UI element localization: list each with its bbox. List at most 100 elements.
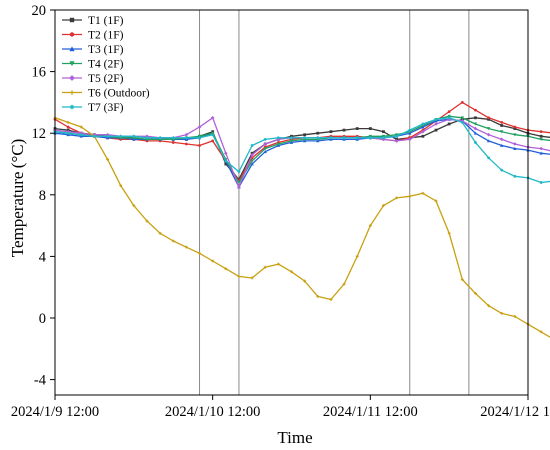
data-point [184, 245, 188, 249]
data-point [382, 130, 385, 134]
series-1 [53, 116, 550, 181]
data-point [263, 265, 267, 269]
data-point [106, 157, 109, 161]
legend-item: T1 (1F) [62, 15, 124, 27]
data-point [66, 125, 70, 129]
data-point [276, 142, 281, 146]
data-point [197, 125, 202, 129]
data-point [487, 116, 490, 120]
data-point [276, 136, 280, 140]
data-point [513, 174, 517, 178]
legend-item: T7 (3F) [62, 102, 124, 114]
legend-item: T4 (2F) [62, 59, 124, 71]
y-tick-label: -4 [34, 373, 47, 389]
series-lines [53, 101, 550, 338]
data-point [211, 133, 215, 137]
data-point [500, 130, 504, 134]
data-point [474, 141, 477, 144]
plot-area [53, 9, 550, 396]
legend-label: T3 (1F) [88, 44, 124, 56]
data-point [487, 117, 490, 121]
data-point [224, 162, 228, 166]
data-point [487, 156, 490, 160]
legend-item: T2 (1F) [62, 30, 124, 42]
data-point [513, 315, 517, 318]
data-point [460, 116, 464, 120]
data-point [513, 133, 517, 137]
data-point [368, 127, 372, 130]
data-point [106, 134, 109, 138]
x-axis-title: Time [277, 428, 312, 447]
data-point [382, 204, 385, 207]
data-point [382, 136, 385, 140]
data-point [500, 168, 504, 172]
legend-item: T5 (2F) [62, 73, 124, 85]
data-point [407, 137, 412, 142]
data-point [316, 295, 320, 298]
legend-marker [69, 46, 75, 52]
data-point [158, 136, 162, 140]
data-point [408, 194, 412, 198]
data-point [211, 259, 215, 263]
data-point [500, 121, 504, 124]
data-point [500, 311, 504, 315]
data-point [184, 132, 189, 137]
series-line [54, 117, 550, 181]
data-point [250, 144, 254, 147]
y-tick-label: 0 [39, 311, 46, 327]
data-point [132, 204, 136, 207]
data-point [342, 136, 346, 140]
data-point [223, 151, 228, 156]
x-tick-label: 2024/1/9 12:00 [11, 404, 99, 420]
data-point [421, 134, 425, 138]
data-point [237, 170, 241, 174]
legend-marker [69, 75, 75, 81]
data-point [473, 131, 478, 135]
data-point [224, 159, 228, 163]
data-point [434, 199, 438, 203]
data-point [93, 134, 96, 138]
data-point [539, 181, 543, 184]
data-point [460, 121, 464, 124]
data-point [198, 136, 201, 140]
data-point [355, 127, 359, 130]
data-point [198, 251, 201, 255]
data-point [500, 143, 504, 147]
data-point [539, 146, 543, 151]
data-point [539, 330, 543, 334]
y-tick-label: 8 [39, 188, 46, 204]
data-point [539, 130, 543, 134]
data-point [263, 142, 268, 146]
data-point [539, 137, 543, 142]
data-point [368, 136, 372, 140]
legend-label: T2 (1F) [88, 30, 124, 42]
data-point [263, 137, 267, 141]
data-point [434, 128, 438, 132]
vertical-marker-lines [199, 10, 470, 395]
data-point [447, 110, 451, 114]
y-tick-label: 12 [32, 126, 47, 142]
data-point [303, 136, 307, 140]
data-point [237, 185, 241, 189]
legend-marker [69, 17, 75, 23]
y-axis: -4 0 4 8 12 16 20 [32, 3, 55, 389]
data-point [486, 127, 491, 131]
data-point [329, 298, 333, 301]
data-point [237, 178, 241, 181]
data-point [473, 122, 478, 126]
data-point [447, 231, 451, 235]
data-point [250, 152, 254, 157]
legend-marker [69, 32, 75, 37]
data-point [316, 131, 320, 135]
data-point [79, 125, 83, 129]
x-tick-label: 2024/1/12 12:00 [480, 404, 550, 420]
data-point [316, 136, 320, 140]
data-point [198, 144, 201, 147]
data-point [473, 126, 478, 131]
legend-label: T7 (3F) [88, 102, 124, 114]
data-point [434, 122, 438, 126]
data-point [355, 136, 359, 140]
data-point [487, 304, 490, 308]
data-point [145, 219, 149, 223]
data-point [486, 132, 491, 137]
